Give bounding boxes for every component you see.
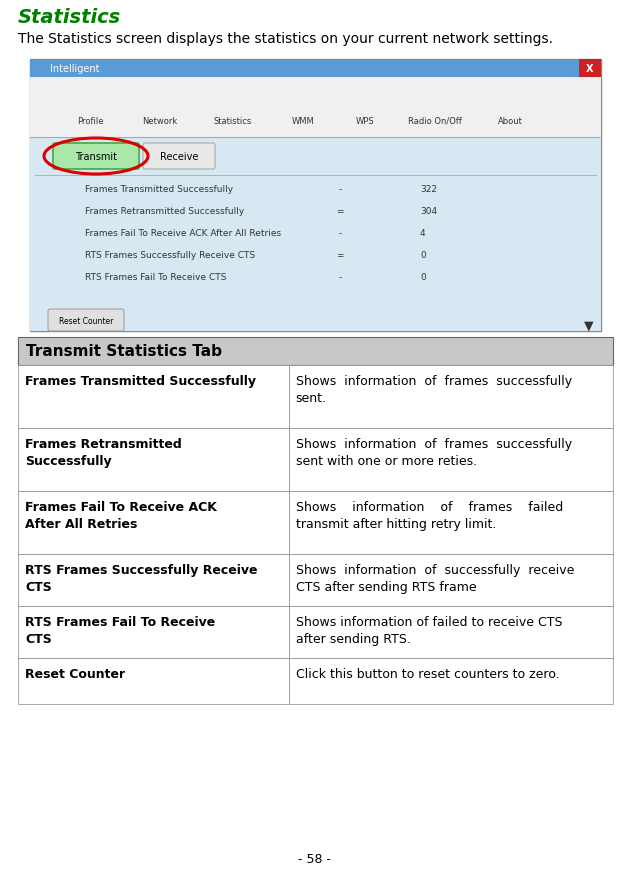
- Text: WMM: WMM: [292, 117, 314, 126]
- Text: -: -: [338, 229, 341, 238]
- Bar: [18, 365, 289, 428]
- Text: Click this button to reset counters to zero.: Click this button to reset counters to z…: [296, 667, 559, 680]
- Bar: [579, 60, 601, 78]
- Text: Frames Fail To Receive ACK
After All Retries: Frames Fail To Receive ACK After All Ret…: [25, 500, 217, 530]
- Text: Shows  information  of  frames  successfully
sent with one or more reties.: Shows information of frames successfully…: [296, 437, 572, 467]
- Bar: [18, 554, 289, 607]
- Bar: [18, 492, 289, 554]
- Text: WPS: WPS: [356, 117, 374, 126]
- Text: Reset Counter: Reset Counter: [59, 316, 113, 325]
- Bar: [30, 138, 601, 332]
- Text: 0: 0: [420, 251, 426, 260]
- Bar: [289, 658, 613, 704]
- Bar: [30, 78, 601, 138]
- Text: Network: Network: [143, 117, 177, 126]
- Text: X: X: [586, 64, 594, 74]
- Text: 304: 304: [420, 207, 437, 216]
- Bar: [18, 658, 289, 704]
- Bar: [30, 60, 601, 78]
- FancyBboxPatch shape: [48, 310, 124, 332]
- Text: The Statistics screen displays the statistics on your current network settings.: The Statistics screen displays the stati…: [18, 32, 553, 46]
- Text: 0: 0: [420, 273, 426, 282]
- Bar: [289, 428, 613, 492]
- Text: Shows    information    of    frames    failed
transmit after hitting retry limi: Shows information of frames failed trans…: [296, 500, 563, 530]
- FancyBboxPatch shape: [53, 144, 139, 169]
- Text: RTS Frames Successfully Receive
CTS: RTS Frames Successfully Receive CTS: [25, 564, 257, 594]
- Text: Statistics: Statistics: [214, 117, 252, 126]
- Text: Transmit Statistics Tab: Transmit Statistics Tab: [26, 344, 222, 359]
- Text: Intelligent: Intelligent: [50, 64, 100, 74]
- Text: -: -: [338, 273, 341, 282]
- Text: =: =: [336, 207, 344, 216]
- Text: Shows information of failed to receive CTS
after sending RTS.: Shows information of failed to receive C…: [296, 615, 562, 645]
- Text: Profile: Profile: [77, 117, 103, 126]
- Text: Transmit: Transmit: [75, 152, 117, 162]
- Bar: [18, 428, 289, 492]
- Text: ▼: ▼: [584, 319, 594, 332]
- Text: Shows  information  of  successfully  receive
CTS after sending RTS frame: Shows information of successfully receiv…: [296, 564, 574, 594]
- Bar: [289, 554, 613, 607]
- Text: Frames Retransmitted
Successfully: Frames Retransmitted Successfully: [25, 437, 182, 467]
- Text: Frames Fail To Receive ACK After All Retries: Frames Fail To Receive ACK After All Ret…: [85, 229, 281, 238]
- Bar: [289, 607, 613, 658]
- Text: Receive: Receive: [160, 152, 198, 162]
- Text: RTS Frames Successfully Receive CTS: RTS Frames Successfully Receive CTS: [85, 251, 255, 260]
- Text: Reset Counter: Reset Counter: [25, 667, 125, 680]
- Text: About: About: [498, 117, 522, 126]
- Text: Frames Transmitted Successfully: Frames Transmitted Successfully: [25, 375, 256, 387]
- Bar: [18, 607, 289, 658]
- Text: Statistics: Statistics: [18, 8, 121, 27]
- Text: Radio On/Off: Radio On/Off: [408, 117, 462, 126]
- Text: - 58 -: - 58 -: [298, 853, 331, 866]
- Text: Shows  information  of  frames  successfully
sent.: Shows information of frames successfully…: [296, 375, 572, 405]
- Text: 4: 4: [420, 229, 426, 238]
- Text: RTS Frames Fail To Receive CTS: RTS Frames Fail To Receive CTS: [85, 273, 227, 282]
- Bar: [289, 365, 613, 428]
- Text: 322: 322: [420, 185, 437, 194]
- Bar: [18, 338, 613, 365]
- Bar: [30, 60, 601, 332]
- Text: Frames Transmitted Successfully: Frames Transmitted Successfully: [85, 185, 233, 194]
- Text: Frames Retransmitted Successfully: Frames Retransmitted Successfully: [85, 207, 244, 216]
- FancyBboxPatch shape: [143, 144, 215, 169]
- Bar: [289, 492, 613, 554]
- Text: -: -: [338, 185, 341, 194]
- Text: =: =: [336, 251, 344, 260]
- Text: RTS Frames Fail To Receive
CTS: RTS Frames Fail To Receive CTS: [25, 615, 215, 645]
